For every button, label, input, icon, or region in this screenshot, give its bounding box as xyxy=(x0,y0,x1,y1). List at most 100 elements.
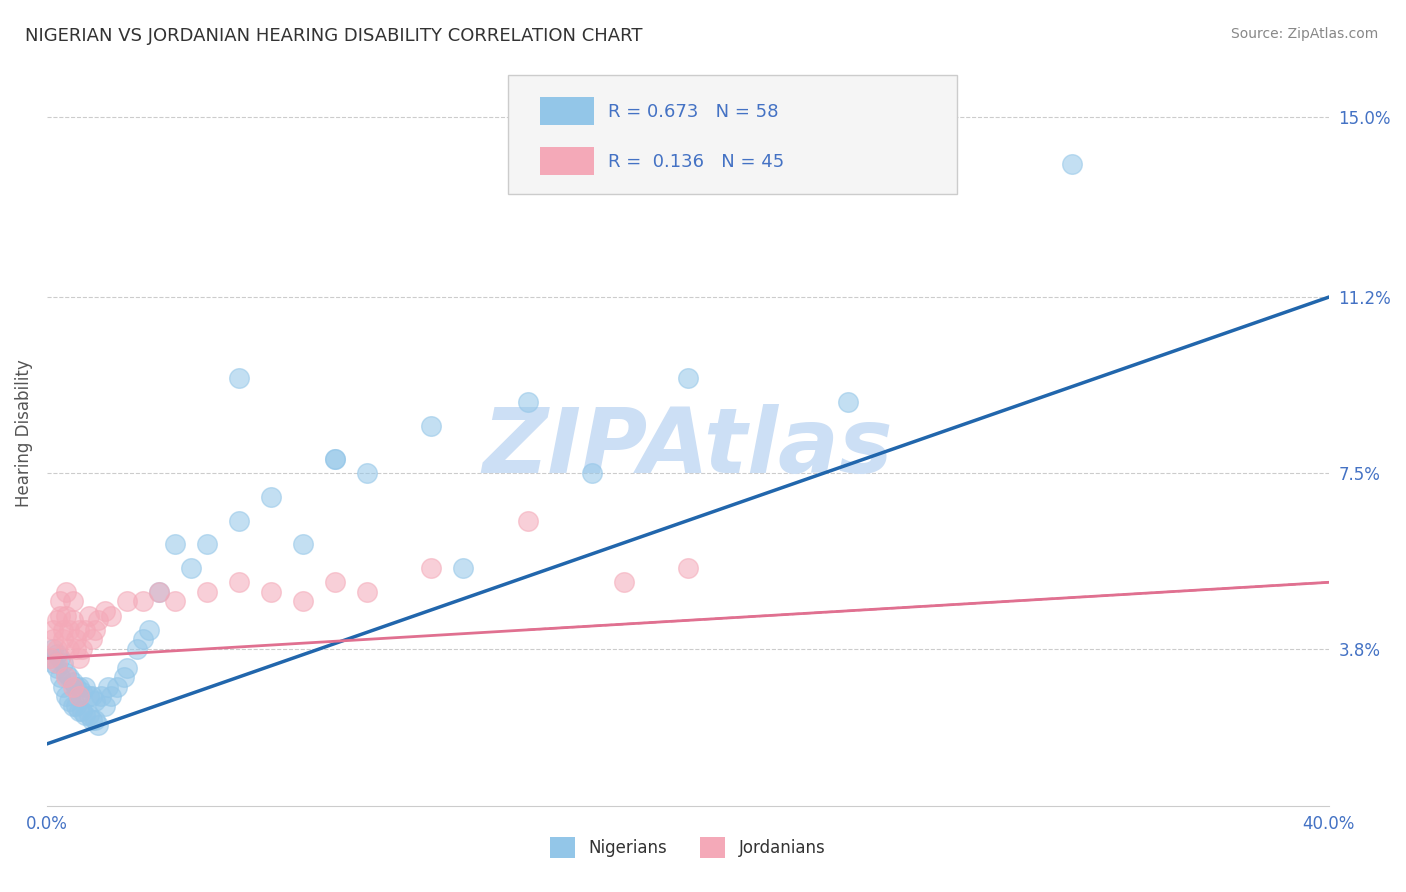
Point xyxy=(77,690,100,704)
Point xyxy=(67,690,90,704)
Point xyxy=(58,623,80,637)
Point xyxy=(45,656,67,670)
Point xyxy=(45,613,67,627)
Point xyxy=(100,690,122,704)
Point xyxy=(323,575,346,590)
Point xyxy=(52,632,75,647)
Point xyxy=(55,584,77,599)
Point xyxy=(148,584,170,599)
Point xyxy=(70,684,93,698)
Point xyxy=(62,613,84,627)
Point xyxy=(84,623,107,637)
Point xyxy=(676,561,699,575)
Point xyxy=(52,680,75,694)
Point xyxy=(292,537,315,551)
Point xyxy=(323,451,346,466)
Point xyxy=(260,584,283,599)
Point xyxy=(84,713,107,727)
Point xyxy=(77,608,100,623)
Point xyxy=(260,490,283,504)
Point xyxy=(55,690,77,704)
Point xyxy=(48,608,70,623)
Point xyxy=(228,371,250,385)
Point xyxy=(165,594,187,608)
Point xyxy=(180,561,202,575)
Text: R = 0.673   N = 58: R = 0.673 N = 58 xyxy=(609,103,779,120)
Point xyxy=(70,704,93,718)
Point xyxy=(67,704,90,718)
Point xyxy=(228,514,250,528)
Point xyxy=(356,466,378,480)
Point xyxy=(453,561,475,575)
Point xyxy=(45,661,67,675)
Point xyxy=(93,604,115,618)
Point xyxy=(228,575,250,590)
Text: Source: ZipAtlas.com: Source: ZipAtlas.com xyxy=(1230,27,1378,41)
Point xyxy=(67,651,90,665)
Point xyxy=(55,608,77,623)
Point xyxy=(115,594,138,608)
Text: NIGERIAN VS JORDANIAN HEARING DISABILITY CORRELATION CHART: NIGERIAN VS JORDANIAN HEARING DISABILITY… xyxy=(25,27,643,45)
Point xyxy=(148,584,170,599)
Point xyxy=(112,670,135,684)
Point xyxy=(837,394,859,409)
Point xyxy=(67,623,90,637)
FancyBboxPatch shape xyxy=(540,147,595,175)
Point xyxy=(48,594,70,608)
Point xyxy=(45,647,67,661)
Point xyxy=(165,537,187,551)
Point xyxy=(45,641,67,656)
Point xyxy=(132,594,155,608)
Point xyxy=(420,418,443,433)
Point xyxy=(62,698,84,713)
Point xyxy=(42,641,65,656)
Point xyxy=(93,698,115,713)
Point xyxy=(75,680,97,694)
Point xyxy=(356,584,378,599)
Point xyxy=(39,651,62,665)
Point xyxy=(132,632,155,647)
Point xyxy=(65,641,87,656)
Point xyxy=(516,514,538,528)
Point xyxy=(80,713,103,727)
FancyBboxPatch shape xyxy=(509,75,957,194)
Point xyxy=(613,575,636,590)
Point xyxy=(195,537,218,551)
Point xyxy=(52,623,75,637)
Point xyxy=(292,594,315,608)
Legend: Nigerians, Jordanians: Nigerians, Jordanians xyxy=(543,830,832,864)
Point xyxy=(42,632,65,647)
Point xyxy=(581,466,603,480)
Point xyxy=(87,613,110,627)
Point xyxy=(62,675,84,690)
Text: R =  0.136   N = 45: R = 0.136 N = 45 xyxy=(609,153,785,170)
Point xyxy=(55,665,77,680)
Point xyxy=(70,641,93,656)
Point xyxy=(52,656,75,670)
Point xyxy=(80,690,103,704)
Point xyxy=(65,698,87,713)
Point xyxy=(65,680,87,694)
Point xyxy=(420,561,443,575)
Point xyxy=(58,641,80,656)
Point xyxy=(58,670,80,684)
Point xyxy=(516,394,538,409)
Point xyxy=(84,694,107,708)
Point xyxy=(58,694,80,708)
Point xyxy=(42,623,65,637)
Point xyxy=(62,594,84,608)
Y-axis label: Hearing Disability: Hearing Disability xyxy=(15,359,32,507)
Point xyxy=(48,670,70,684)
Point xyxy=(100,608,122,623)
Text: ZIPAtlas: ZIPAtlas xyxy=(482,403,893,491)
Point xyxy=(323,451,346,466)
Point xyxy=(125,641,148,656)
Point xyxy=(62,680,84,694)
Point xyxy=(77,708,100,723)
Point xyxy=(105,680,128,694)
Point xyxy=(115,661,138,675)
Point xyxy=(80,632,103,647)
Point xyxy=(55,670,77,684)
Point xyxy=(1062,157,1084,171)
Point xyxy=(39,651,62,665)
